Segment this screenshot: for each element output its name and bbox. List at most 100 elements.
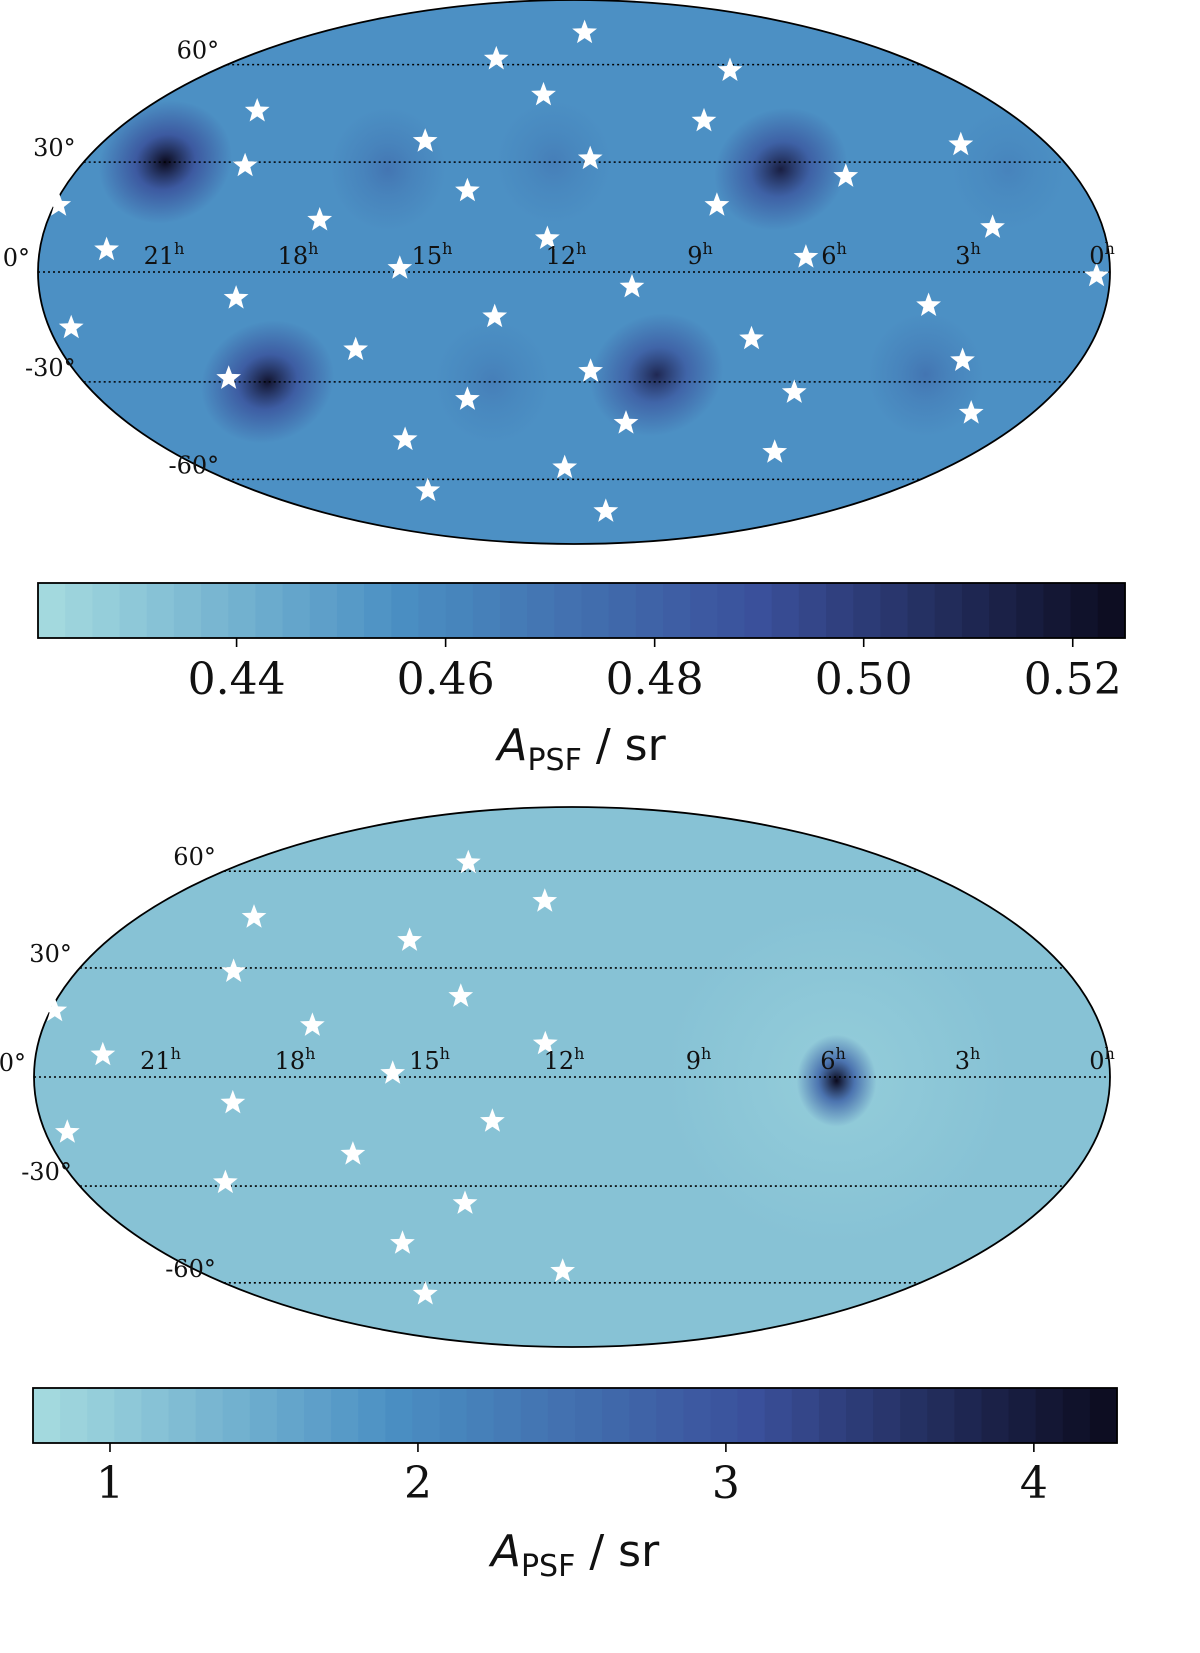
star-marker-icon	[58, 314, 84, 339]
bottom-dec-label: 0°	[0, 1049, 26, 1077]
star-marker-icon	[948, 131, 974, 156]
top-hotspot	[495, 100, 612, 225]
star-marker-icon	[42, 997, 68, 1022]
bottom-colorbar-segment	[791, 1388, 820, 1443]
bottom-colorbar-segment	[168, 1388, 197, 1443]
top-ra-label: 0h	[1089, 239, 1115, 270]
bottom-colorbar-segment	[412, 1388, 441, 1443]
bottom-colorbar-segment	[1089, 1388, 1118, 1443]
star-marker-icon	[531, 81, 556, 106]
top-colorbar-segment	[690, 583, 718, 638]
star-marker-icon	[340, 1141, 366, 1165]
top-colorbar-segment	[336, 583, 365, 638]
top-colorbar-tick-label: 0.52	[1024, 654, 1122, 705]
star-marker-icon	[232, 152, 258, 177]
top-colorbar-segment	[961, 583, 990, 638]
top-colorbar-segment	[608, 583, 637, 638]
star-marker-icon	[480, 1108, 505, 1132]
top-colorbar-segment	[663, 583, 691, 638]
star-marker-icon	[412, 1281, 438, 1305]
bottom-colorbar-segment	[547, 1388, 576, 1443]
top-colorbar-segment	[445, 583, 474, 638]
top-colorbar-segment	[201, 583, 229, 638]
bottom-colorbar-segment	[222, 1388, 251, 1443]
star-marker-icon	[550, 1258, 575, 1282]
top-colorbar-segment	[499, 583, 528, 638]
star-marker-icon	[46, 192, 72, 216]
star-marker-icon	[613, 410, 639, 434]
top-colorbar-segment	[907, 583, 936, 638]
top-hotspot	[200, 320, 335, 444]
bottom-colorbar-segment	[764, 1388, 793, 1443]
top-colorbar-tick-label: 0.50	[815, 654, 913, 705]
bottom-colorbar-segment	[493, 1388, 522, 1443]
bottom-map-outline	[33, 806, 1111, 1348]
star-marker-icon	[762, 439, 788, 463]
star-marker-icon	[691, 107, 717, 132]
star-marker-icon	[94, 236, 119, 261]
top-colorbar-label: APSF / sr	[494, 720, 666, 778]
star-marker-icon	[392, 426, 418, 451]
bottom-colorbar-segment	[927, 1388, 955, 1443]
top-dec-label: -30°	[25, 354, 76, 382]
top-colorbar-segment	[1070, 583, 1099, 638]
bottom-colorbar-segment	[87, 1388, 115, 1443]
star-marker-icon	[216, 365, 241, 389]
star-marker-icon	[704, 192, 730, 216]
bottom-colorbar-segment	[656, 1388, 684, 1443]
star-marker-icon	[412, 128, 438, 152]
star-marker-icon	[456, 849, 481, 874]
top-hotspot	[714, 107, 848, 231]
bottom-colorbar-segment	[276, 1388, 305, 1443]
star-marker-icon	[483, 45, 509, 70]
bottom-colorbar-segment	[1035, 1388, 1064, 1443]
bottom-colorbar-segment	[818, 1388, 847, 1443]
top-dec-label: 30°	[33, 134, 76, 162]
bottom-dec-label: -60°	[165, 1255, 216, 1283]
top-colorbar-segment	[853, 583, 882, 638]
bottom-colorbar-tick-label: 3	[712, 1458, 740, 1509]
top-colorbar-segment	[282, 583, 311, 638]
star-marker-icon	[593, 498, 619, 522]
top-dec-label: -60°	[168, 451, 219, 479]
top-colorbar-segment	[38, 583, 66, 638]
bottom-colorbar-segment	[629, 1388, 657, 1443]
top-hotspot	[434, 319, 551, 444]
top-colorbar-segment	[880, 583, 909, 638]
star-marker-icon	[578, 358, 603, 382]
star-marker-icon	[343, 336, 368, 361]
star-marker-icon	[577, 145, 603, 170]
star-marker-icon	[213, 1169, 238, 1194]
star-marker-icon	[535, 225, 560, 249]
bottom-colorbar-segment	[60, 1388, 88, 1443]
top-colorbar-segment	[581, 583, 610, 638]
bottom-colorbar-frame	[32, 1387, 1118, 1444]
star-marker-icon	[380, 1060, 405, 1084]
star-marker-icon	[619, 273, 645, 298]
star-marker-icon	[980, 214, 1005, 238]
top-colorbar-segment	[418, 583, 447, 638]
star-marker-icon	[387, 255, 413, 279]
bottom-colorbar-segment	[981, 1388, 1010, 1443]
bottom-colorbar-segment	[385, 1388, 413, 1443]
bottom-colorbar-segment	[1008, 1388, 1037, 1443]
top-hotspot	[329, 107, 446, 232]
bottom-colorbar-tick-label: 2	[404, 1458, 432, 1509]
star-marker-icon	[307, 207, 333, 231]
star-marker-icon	[833, 163, 859, 187]
bottom-colorbar-label: APSF / sr	[488, 1526, 660, 1584]
bottom-colorbar-segment	[358, 1388, 386, 1443]
top-colorbar-segment	[309, 583, 338, 638]
bottom-colorbar-segment	[873, 1388, 901, 1443]
top-colorbar-segment	[527, 583, 555, 638]
star-marker-icon	[950, 347, 975, 371]
top-colorbar-segment	[771, 583, 800, 638]
bottom-dec-label: 30°	[29, 940, 72, 968]
top-colorbar-segment	[826, 583, 854, 638]
top-colorbar-segment	[798, 583, 827, 638]
top-colorbar-segment	[934, 583, 963, 638]
top-colorbar-segment	[228, 583, 256, 638]
bottom-dec-label: 60°	[173, 843, 216, 871]
